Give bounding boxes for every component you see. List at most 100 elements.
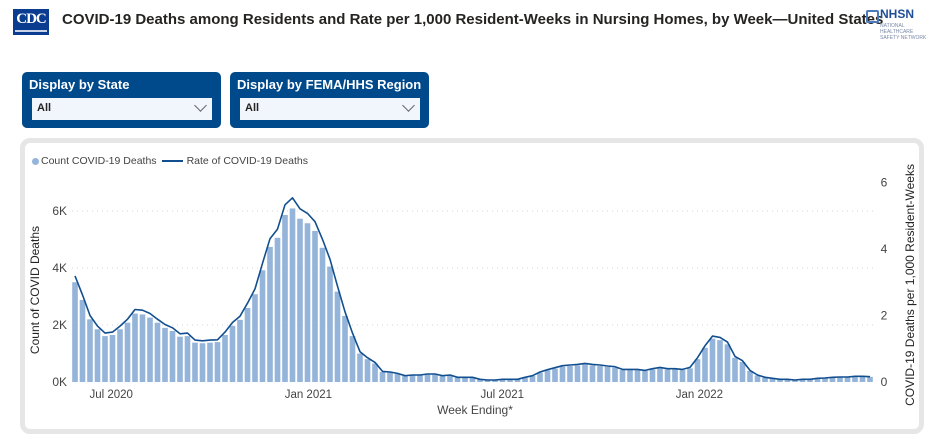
x-axis-title: Week Ending* bbox=[437, 403, 513, 417]
bar bbox=[499, 379, 506, 382]
bar bbox=[582, 364, 588, 382]
region-filter-label: Display by FEMA/HHS Region bbox=[237, 77, 422, 92]
bar bbox=[709, 338, 716, 382]
bar bbox=[432, 374, 438, 382]
bar bbox=[469, 377, 476, 382]
bar bbox=[87, 319, 93, 382]
bar bbox=[229, 325, 236, 382]
y-tick-label: 6K bbox=[52, 204, 67, 218]
x-tick-label: Jul 2020 bbox=[89, 389, 132, 401]
bar bbox=[424, 374, 431, 382]
bar bbox=[739, 362, 746, 382]
bar bbox=[634, 370, 641, 382]
bar bbox=[799, 379, 806, 382]
bar bbox=[334, 291, 341, 382]
bar bbox=[852, 376, 858, 382]
bar bbox=[649, 369, 656, 382]
bar bbox=[762, 377, 768, 382]
bar bbox=[829, 377, 836, 382]
bar bbox=[109, 334, 116, 382]
bar bbox=[297, 218, 303, 382]
bar bbox=[154, 322, 161, 382]
bar bbox=[199, 343, 206, 382]
x-tick-label: Jan 2022 bbox=[676, 389, 723, 401]
y2-tick-label: 6 bbox=[881, 176, 888, 190]
bar bbox=[244, 307, 251, 382]
cdc-logo: CDC bbox=[13, 9, 49, 35]
legend-item-rate[interactable]: Rate of COVID-19 Deaths bbox=[186, 155, 308, 167]
bar bbox=[267, 246, 273, 382]
x-tick-label: Jan 2021 bbox=[285, 389, 332, 401]
bar bbox=[439, 376, 446, 382]
bar bbox=[574, 365, 581, 382]
bar bbox=[357, 353, 363, 382]
y2-axis-title: COVID-19 Deaths per 1,000 Resident-Weeks bbox=[903, 164, 917, 406]
legend-item-count[interactable]: Count COVID-19 Deaths bbox=[41, 155, 157, 167]
bar bbox=[379, 372, 386, 382]
bar bbox=[867, 376, 873, 382]
bar bbox=[694, 359, 701, 382]
y-tick-label: 2K bbox=[52, 318, 67, 332]
bar bbox=[72, 282, 78, 382]
bar bbox=[79, 299, 86, 382]
legend-bar-marker-icon bbox=[32, 157, 39, 165]
state-dropdown[interactable]: All bbox=[32, 98, 212, 120]
nhsn-logo: NHSN NATIONAL HEALTHCARE SAFETY NETWORK bbox=[866, 8, 928, 42]
bar bbox=[814, 378, 821, 382]
bar bbox=[679, 370, 686, 382]
bar bbox=[454, 377, 461, 382]
region-dropdown[interactable]: All bbox=[240, 98, 420, 120]
bar bbox=[522, 377, 528, 382]
bar bbox=[312, 230, 318, 382]
state-dropdown-value: All bbox=[37, 102, 52, 114]
y2-tick-label: 2 bbox=[881, 309, 888, 323]
bar bbox=[702, 347, 708, 382]
bar bbox=[837, 377, 843, 382]
bar bbox=[567, 366, 573, 382]
y-axis-title: Count of COVID Deaths bbox=[28, 226, 42, 355]
bar bbox=[844, 377, 851, 382]
nhsn-logo-text: NHSN bbox=[880, 7, 915, 21]
bar bbox=[237, 319, 243, 382]
bar bbox=[544, 370, 551, 382]
bar bbox=[417, 375, 423, 382]
bar bbox=[792, 380, 798, 382]
bar bbox=[657, 368, 663, 382]
bar bbox=[484, 380, 491, 382]
rate-line bbox=[74, 197, 871, 381]
nhsn-logo-subtext: NATIONAL HEALTHCARE SAFETY NETWORK bbox=[880, 23, 927, 41]
bar bbox=[342, 315, 348, 382]
bar bbox=[822, 378, 828, 382]
bar bbox=[559, 366, 566, 382]
bar bbox=[259, 270, 266, 382]
y2-tick-label: 4 bbox=[881, 242, 888, 256]
bar bbox=[319, 247, 326, 382]
bar bbox=[132, 313, 138, 382]
bar bbox=[117, 329, 123, 382]
bar bbox=[184, 336, 191, 382]
bar bbox=[807, 379, 813, 382]
bar bbox=[402, 376, 408, 382]
bar bbox=[102, 336, 108, 382]
bar bbox=[859, 376, 866, 382]
bar bbox=[717, 340, 723, 382]
bar bbox=[282, 214, 288, 382]
bar bbox=[124, 322, 131, 382]
bar bbox=[552, 368, 558, 382]
y2-tick-label: 0 bbox=[881, 375, 888, 389]
bar bbox=[192, 342, 198, 382]
bar bbox=[777, 379, 783, 382]
bar bbox=[724, 344, 731, 382]
bar bbox=[222, 334, 228, 382]
bar bbox=[409, 375, 416, 382]
bar bbox=[139, 314, 146, 382]
bar bbox=[537, 372, 543, 382]
bar bbox=[349, 336, 356, 382]
bar bbox=[274, 237, 281, 382]
bar bbox=[604, 366, 611, 382]
y-tick-label: 4K bbox=[52, 261, 67, 275]
bar bbox=[447, 375, 453, 382]
bar bbox=[327, 266, 333, 382]
bar bbox=[147, 317, 153, 382]
bar bbox=[462, 377, 468, 382]
